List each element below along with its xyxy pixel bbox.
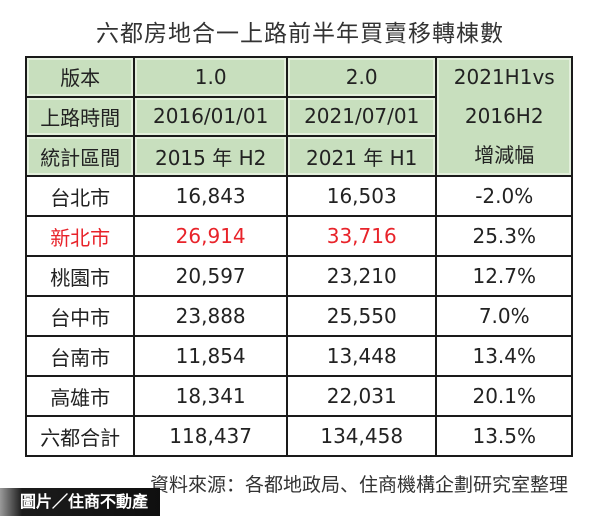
header-change-column: 2021H1vs 2016H2 增減幅 (435, 56, 573, 177)
table-row: 台北市 16,843 16,503 -2.0% (24, 175, 573, 217)
transfer-table: 版本 1.0 2.0 2021H1vs 2016H2 增減幅 上路時間 2016… (24, 56, 573, 457)
table-row: 台中市 23,888 25,550 7.0% (24, 295, 573, 337)
value-v2-cell: 13,448 (285, 335, 438, 377)
value-v2-cell: 25,550 (285, 295, 438, 337)
city-cell: 高雄市 (24, 375, 136, 417)
value-v2-cell: 134,458 (285, 415, 438, 457)
value-v1-cell: 118,437 (133, 415, 288, 457)
header-period-1: 2015 年 H2 (133, 135, 288, 177)
table-row-total: 六都合計 118,437 134,458 13.5% (24, 415, 573, 457)
city-cell: 台中市 (24, 295, 136, 337)
header-launch-date-1: 2016/01/01 (133, 95, 288, 138)
value-v1-cell: 20,597 (133, 255, 288, 297)
header-version-1: 1.0 (133, 56, 288, 98)
value-v2-cell: 16,503 (285, 175, 438, 217)
change-cell: -2.0% (435, 175, 573, 217)
header-label-version: 版本 (24, 56, 136, 98)
value-v1-cell: 16,843 (133, 175, 288, 217)
city-cell: 台南市 (24, 335, 136, 377)
header-period-2: 2021 年 H1 (285, 135, 438, 177)
header-label-period: 統計區間 (24, 135, 136, 177)
city-cell: 台北市 (24, 175, 136, 217)
header-label-launch-date: 上路時間 (24, 95, 136, 138)
change-cell: 25.3% (435, 215, 573, 257)
change-cell: 12.7% (435, 255, 573, 297)
city-cell: 桃園市 (24, 255, 136, 297)
header-row-version: 版本 1.0 2.0 2021H1vs 2016H2 增減幅 (24, 56, 573, 177)
value-v2-cell: 33,716 (285, 215, 438, 257)
table-row-highlighted: 新北市 26,914 33,716 25.3% (24, 215, 573, 257)
table-title: 六都房地合一上路前半年買賣移轉棟數 (96, 21, 504, 47)
change-cell: 7.0% (435, 295, 573, 337)
header-version-2: 2.0 (285, 56, 438, 98)
header-launch-date-2: 2021/07/01 (285, 95, 438, 138)
value-v1-cell: 11,854 (133, 335, 288, 377)
change-cell: 20.1% (435, 375, 573, 417)
header-change-line3: 增減幅 (474, 143, 535, 167)
image-credit-badge: 圖片／住商不動產 (0, 488, 160, 516)
header-row-period: 統計區間 2015 年 H2 2021 年 H1 (24, 135, 572, 177)
change-cell: 13.5% (435, 415, 573, 457)
value-v1-cell: 26,914 (133, 215, 288, 257)
value-v1-cell: 23,888 (133, 295, 288, 337)
city-cell: 新北市 (24, 215, 136, 257)
table-row: 桃園市 20,597 23,210 12.7% (24, 255, 573, 297)
table-row: 高雄市 18,341 22,031 20.1% (24, 375, 573, 417)
header-row-launch-date: 上路時間 2016/01/01 2021/07/01 (24, 95, 572, 138)
source-note: 資料來源：各都地政局、住商機構企劃研究室整理 (149, 474, 568, 496)
table-row: 台南市 11,854 13,448 13.4% (24, 335, 573, 377)
value-v2-cell: 22,031 (285, 375, 438, 417)
change-cell: 13.4% (435, 335, 573, 377)
header-change-line1: 2021H1vs (453, 65, 555, 89)
value-v1-cell: 18,341 (133, 375, 288, 417)
city-cell: 六都合計 (24, 415, 136, 457)
header-change-line2: 2016H2 (464, 104, 544, 128)
value-v2-cell: 23,210 (285, 255, 438, 297)
